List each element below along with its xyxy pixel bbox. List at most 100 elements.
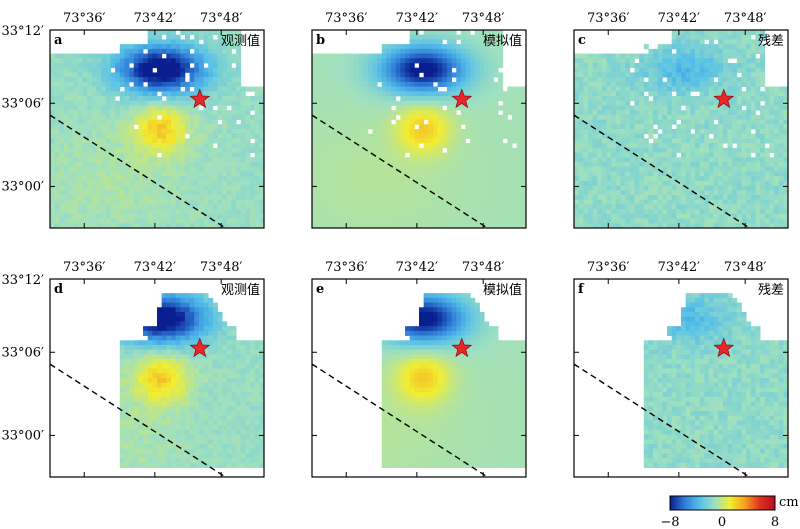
heatmap-cell <box>147 176 153 182</box>
heatmap-cell <box>250 86 256 92</box>
heatmap-cell <box>254 185 260 191</box>
heatmap-cell <box>592 86 598 92</box>
heatmap-cell <box>240 133 246 139</box>
heatmap-cell <box>386 96 392 102</box>
heatmap-cell <box>105 199 111 205</box>
heatmap-cell <box>778 143 784 149</box>
heatmap-cell <box>732 44 738 50</box>
heatmap-cell <box>240 157 246 163</box>
heatmap-cell <box>750 185 756 191</box>
heatmap-cell <box>101 86 107 92</box>
heatmap-cell <box>87 185 93 191</box>
heatmap-cell <box>662 152 668 158</box>
heatmap-cell <box>250 114 256 120</box>
heatmap-cell <box>222 72 228 78</box>
heatmap-cell <box>694 195 701 201</box>
heatmap-cell <box>493 91 499 97</box>
heatmap-cell <box>110 58 116 64</box>
heatmap-cell <box>236 58 242 64</box>
heatmap-cell <box>194 147 200 153</box>
heatmap-cell <box>405 180 411 186</box>
heatmap-cell <box>170 157 177 163</box>
heatmap-cell <box>405 166 411 172</box>
heatmap-cell <box>615 143 621 149</box>
heatmap-cell <box>769 147 775 153</box>
heatmap-cell <box>699 100 705 106</box>
heatmap-cell <box>676 129 682 135</box>
heatmap-cell <box>325 204 332 210</box>
heatmap-cell <box>727 138 733 144</box>
heatmap-cell <box>198 110 204 116</box>
heatmap-cell <box>335 81 341 87</box>
heatmap-cell <box>676 81 682 87</box>
heatmap-cell <box>386 129 392 135</box>
heatmap-cell <box>91 86 97 92</box>
heatmap-cell <box>699 133 705 139</box>
heatmap-cell <box>432 133 439 139</box>
heatmap-cell <box>73 213 79 219</box>
y-tick-label: 33°06′ <box>1 96 44 111</box>
heatmap-cell <box>423 199 429 205</box>
heatmap-cell <box>708 100 714 106</box>
heatmap-cell <box>479 63 485 69</box>
heatmap-cell <box>690 176 696 182</box>
heatmap-cell <box>634 147 640 153</box>
heatmap-cell <box>208 209 214 215</box>
heatmap-cell <box>175 129 181 135</box>
heatmap-cell <box>212 119 218 125</box>
heatmap-cell <box>685 124 691 130</box>
heatmap-cell <box>101 114 107 120</box>
heatmap-cell <box>115 72 121 78</box>
heatmap-cell <box>189 100 195 106</box>
heatmap-cell <box>727 67 733 73</box>
heatmap-cell <box>82 81 88 87</box>
heatmap-cell <box>606 129 612 135</box>
heatmap-cell <box>208 195 214 201</box>
heatmap-cell <box>662 190 668 196</box>
heatmap-cell <box>180 114 186 120</box>
heatmap-cell <box>409 166 415 172</box>
heatmap-cell <box>180 72 186 78</box>
heatmap-cell <box>741 34 747 40</box>
heatmap-cell <box>119 133 125 139</box>
heatmap-cell <box>498 199 504 205</box>
heatmap-cell <box>708 152 714 158</box>
heatmap-cell <box>339 199 345 205</box>
heatmap-cell <box>395 63 401 69</box>
heatmap-cell <box>217 171 223 177</box>
heatmap-cell <box>344 63 350 69</box>
heatmap-cell <box>446 190 452 196</box>
heatmap-cell <box>474 147 480 153</box>
heatmap-cell <box>217 147 223 153</box>
heatmap-cell <box>428 195 434 201</box>
heatmap-cell <box>657 133 663 139</box>
heatmap-cell <box>606 190 612 196</box>
heatmap-cell <box>750 114 756 120</box>
heatmap-cell <box>470 209 476 215</box>
heatmap-cell <box>358 204 364 210</box>
heatmap-cell <box>217 209 223 215</box>
heatmap-cell <box>395 44 401 50</box>
heatmap-cell <box>325 105 332 111</box>
heatmap-cell <box>484 48 490 54</box>
heatmap-cell <box>330 58 336 64</box>
heatmap-cell <box>419 58 425 64</box>
heatmap-cell <box>657 180 663 186</box>
heatmap-cell <box>643 143 649 149</box>
heatmap-cell <box>147 110 153 116</box>
heatmap-cell <box>217 176 223 182</box>
heatmap-cell <box>601 166 607 172</box>
heatmap-cell <box>667 152 673 158</box>
heatmap-cell <box>634 166 640 172</box>
heatmap-cell <box>77 162 83 168</box>
heatmap-cell <box>578 86 584 92</box>
heatmap-cell <box>442 81 448 87</box>
heatmap-cell <box>161 105 167 111</box>
heatmap-cell <box>68 195 74 201</box>
heatmap-cell <box>143 162 149 168</box>
heatmap-cell <box>456 63 462 69</box>
heatmap-cell <box>741 96 747 102</box>
heatmap-cell <box>629 105 635 111</box>
heatmap-cell <box>423 166 429 172</box>
heatmap-cell <box>119 53 125 59</box>
